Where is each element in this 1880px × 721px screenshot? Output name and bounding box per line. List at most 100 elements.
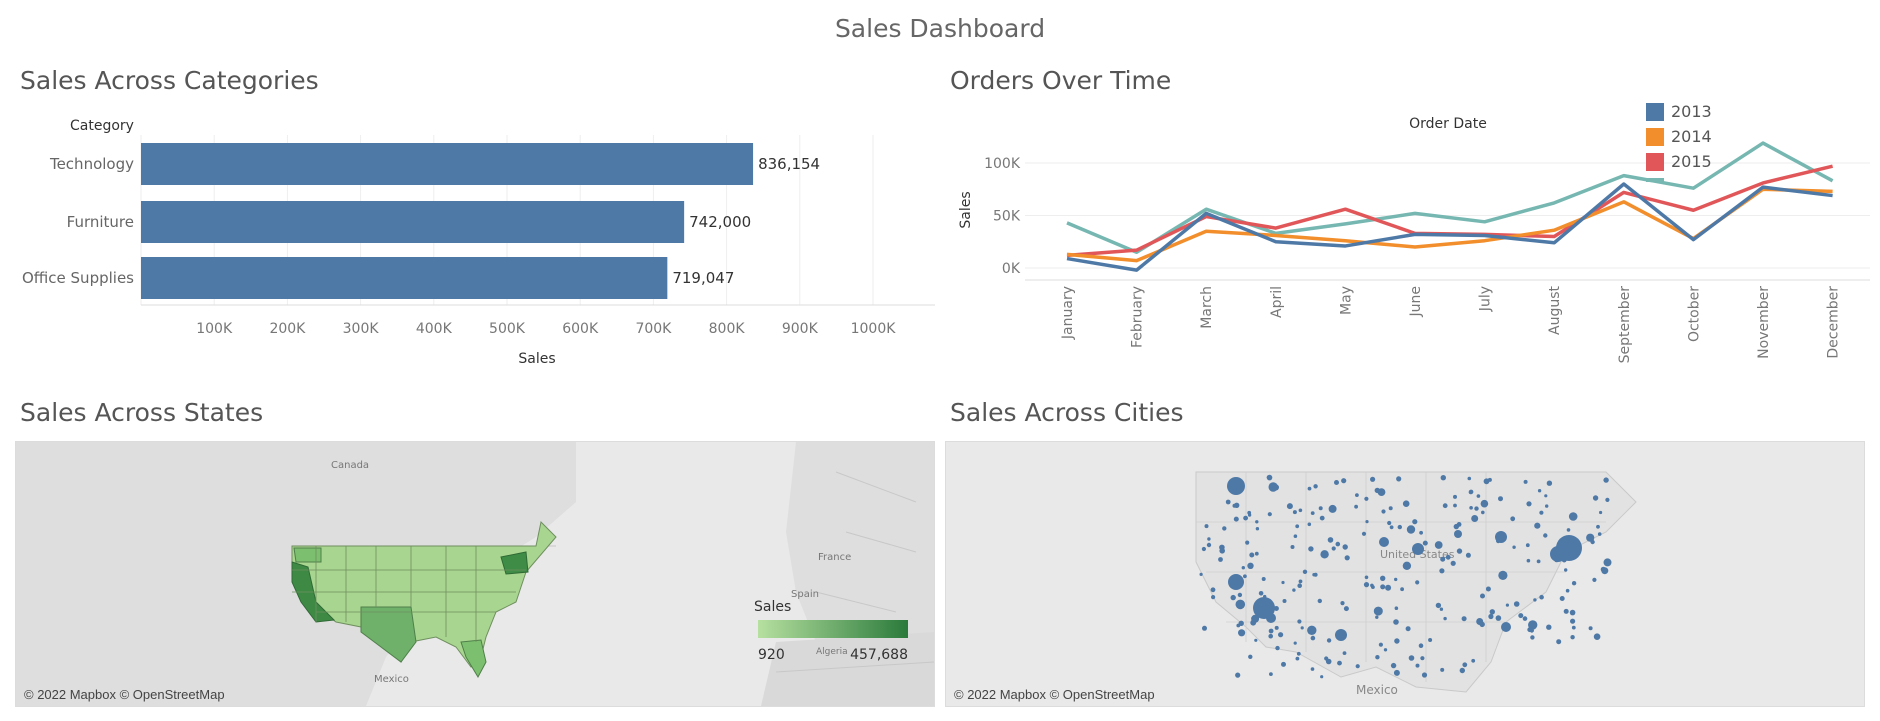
city-bubble <box>1370 476 1376 482</box>
city-bubble <box>1204 524 1209 529</box>
city-bubble <box>1238 629 1246 637</box>
city-bubble <box>1307 522 1312 527</box>
city-bubble <box>1319 515 1325 521</box>
city-bubble <box>1361 531 1367 536</box>
city-bubble <box>1313 484 1318 489</box>
states-panel-title: Sales Across States <box>20 398 264 427</box>
city-bubble <box>1523 479 1528 484</box>
cities-map[interactable]: United States Mexico © 2022 Mapbox © Ope… <box>945 441 1865 707</box>
y-tick-label: 100K <box>984 156 1021 172</box>
city-bubble <box>1397 524 1402 530</box>
series-line-2013[interactable] <box>1066 182 1833 272</box>
city-bubble <box>1396 476 1402 482</box>
city-bubble <box>1261 577 1266 581</box>
city-bubble <box>1528 620 1538 630</box>
legend-swatch <box>1646 153 1664 171</box>
y-tick-label: 0K <box>1002 261 1021 277</box>
city-bubble <box>1536 559 1541 564</box>
city-bubble <box>1341 478 1347 484</box>
city-bubble <box>1211 595 1216 600</box>
legend-label[interactable]: 2015 <box>1671 152 1712 171</box>
bar-value-label: 836,154 <box>758 155 820 173</box>
series-line-unlabeled[interactable] <box>1066 141 1834 254</box>
city-bubble <box>1592 495 1599 501</box>
city-bubble <box>1293 534 1298 538</box>
city-bubble <box>1354 504 1358 509</box>
city-bubble <box>1569 609 1576 616</box>
city-bubble <box>1456 548 1463 554</box>
city-bubble <box>1207 537 1211 541</box>
cities-panel-title: Sales Across Cities <box>950 398 1184 427</box>
city-bubble <box>1380 584 1386 590</box>
city-bubble <box>1554 557 1560 563</box>
legend-label[interactable]: 2014 <box>1671 127 1712 146</box>
city-bubble <box>1556 639 1562 645</box>
city-bubble <box>1365 520 1369 524</box>
city-bubble <box>1326 638 1332 643</box>
city-bubble <box>1266 613 1276 623</box>
city-bubble <box>1459 667 1465 674</box>
city-bubble <box>1498 496 1503 502</box>
y-tick-label: 50K <box>993 209 1021 225</box>
city-bubble <box>1570 635 1575 640</box>
x-tick-label: July <box>1478 286 1494 312</box>
city-bubble <box>1255 520 1259 524</box>
cities-map-canvas[interactable]: United States Mexico <box>946 442 1864 706</box>
orders-line-chart[interactable]: 100K 50K 0K Order Date Sales January February M… <box>940 110 1880 370</box>
city-bubble <box>1320 550 1329 559</box>
states-map[interactable]: Canada Mexico France Spain Algeria Sales… <box>15 441 935 707</box>
city-bubble <box>1421 672 1428 678</box>
city-bubble <box>1496 538 1501 544</box>
city-bubble <box>1510 516 1516 522</box>
city-bubble <box>1274 625 1279 630</box>
x-axis-title: Sales <box>518 351 555 367</box>
x-tick-label: June <box>1408 286 1424 318</box>
city-bubble <box>1566 528 1571 532</box>
x-tick-label: October <box>1686 286 1702 342</box>
city-bubble <box>1225 499 1231 505</box>
city-bubble <box>1282 599 1287 603</box>
city-bubbles[interactable] <box>1199 474 1612 679</box>
orders-legend[interactable]: 2013 2014 2015 <box>1646 102 1746 182</box>
city-bubble <box>1442 503 1448 509</box>
bar-value-label: 719,047 <box>672 269 734 287</box>
city-bubble <box>1469 506 1473 510</box>
city-bubble <box>1593 633 1601 640</box>
city-bubble <box>1533 598 1537 602</box>
states-map-canvas[interactable]: Canada Mexico France Spain Algeria Sales… <box>16 442 934 706</box>
bar-office-supplies[interactable] <box>141 257 668 299</box>
x-tick-label: December <box>1826 286 1842 359</box>
legend-label[interactable]: 2013 <box>1671 102 1712 121</box>
map-label-france: France <box>818 552 851 563</box>
city-bubble <box>1308 546 1314 552</box>
x-tick-label: September <box>1617 286 1633 364</box>
city-bubble <box>1393 619 1399 625</box>
city-bubble <box>1199 572 1203 576</box>
city-bubble <box>1543 533 1548 538</box>
city-bubble <box>1586 533 1595 542</box>
city-bubble <box>1513 601 1520 607</box>
categories-bar-chart[interactable]: Category Technology 836,154 Furniture 742,00… <box>0 110 940 375</box>
map-legend-max: 457,688 <box>850 647 908 663</box>
city-bubble <box>1237 592 1243 598</box>
city-bubble <box>1402 561 1412 570</box>
x-tick-label: November <box>1756 286 1772 359</box>
city-bubble <box>1266 474 1273 481</box>
x-tick-label: 500K <box>489 321 526 337</box>
city-bubble <box>1243 574 1247 579</box>
city-bubble <box>1344 555 1350 561</box>
bar-furniture[interactable] <box>141 201 685 243</box>
city-bubble <box>1263 594 1267 599</box>
city-bubble <box>1483 478 1490 485</box>
bar-technology[interactable] <box>141 143 754 185</box>
x-tick-label: January <box>1060 286 1076 340</box>
city-bubble <box>1241 566 1245 570</box>
cities-map-credit: © 2022 Mapbox © OpenStreetMap <box>954 687 1155 702</box>
city-bubble <box>1603 558 1612 567</box>
city-bubble <box>1439 568 1445 574</box>
city-bubble <box>1342 651 1347 655</box>
city-bubble <box>1402 500 1410 507</box>
city-bubble <box>1394 638 1400 644</box>
x-tick-label: April <box>1269 286 1285 318</box>
city-bubble <box>1415 663 1420 668</box>
